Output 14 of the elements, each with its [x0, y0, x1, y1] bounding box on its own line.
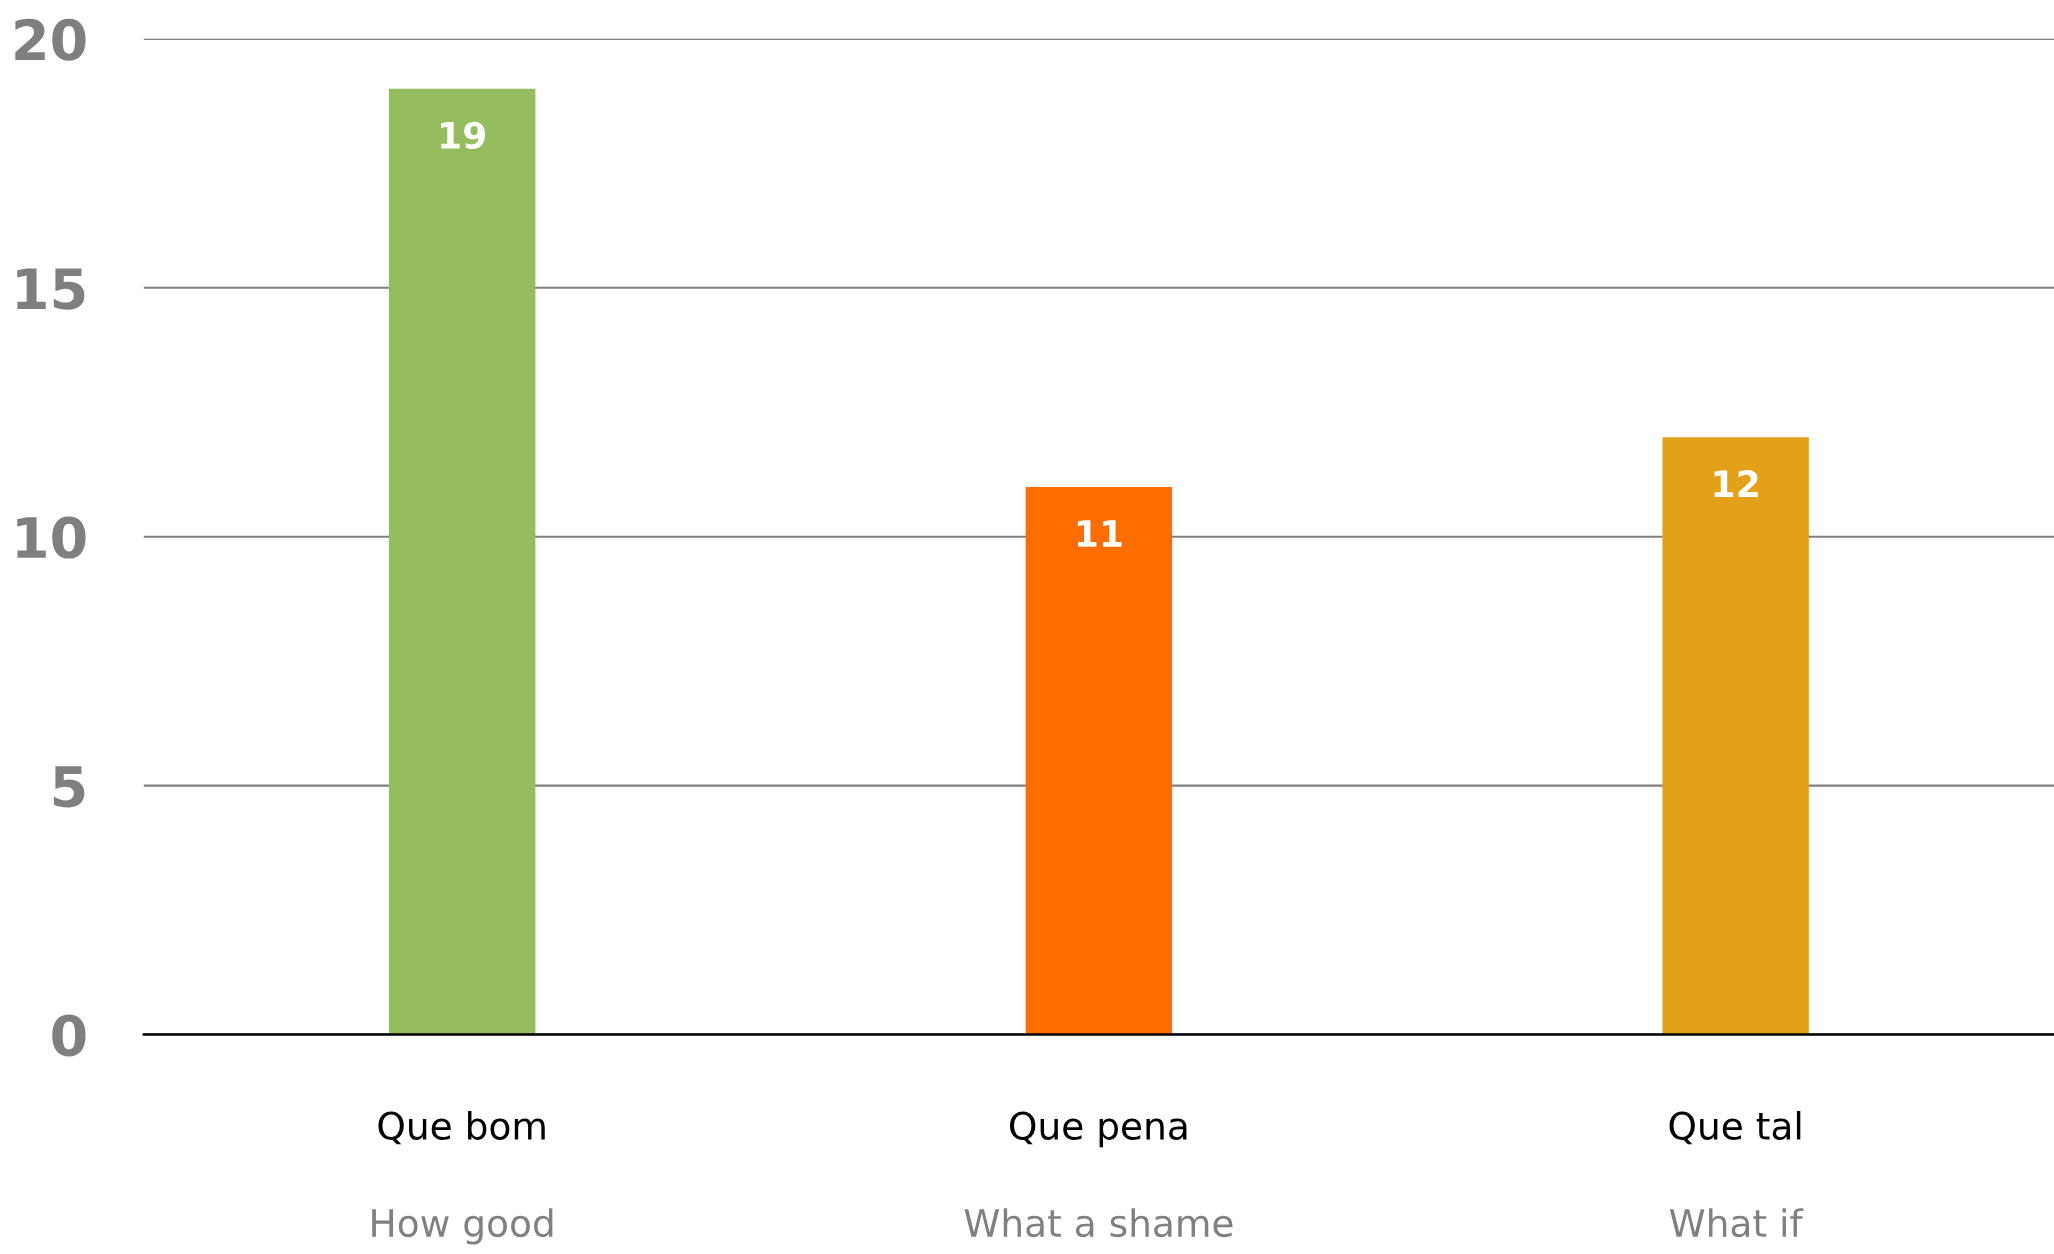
data-label: 11 [1077, 520, 1122, 547]
category-label: Que tal What if [1669, 1110, 1804, 1238]
y-tick-label: 10 [17, 516, 86, 559]
category-label: Que pena What a shame [964, 1111, 1233, 1238]
data-label: 19 [441, 121, 485, 149]
y-tick-label: 0 [52, 1014, 86, 1057]
bar [388, 88, 536, 1035]
bar [1662, 437, 1809, 1035]
y-tick-label: 5 [53, 766, 85, 808]
y-tick-label: 20 [15, 18, 86, 61]
data-label: 12 [1714, 470, 1758, 497]
category-label: Que bom How good [372, 1110, 553, 1245]
y-tick-label: 15 [17, 268, 85, 310]
bar [1025, 486, 1173, 1035]
